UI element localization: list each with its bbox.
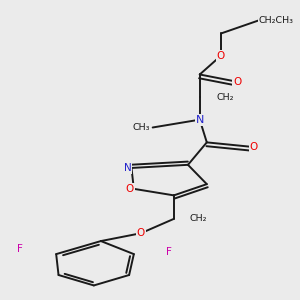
Text: N: N [124,163,131,173]
Text: CH₂: CH₂ [189,214,207,224]
Text: CH₃: CH₃ [132,123,150,132]
Text: O: O [126,184,134,194]
Text: O: O [217,51,225,61]
Text: N: N [196,115,204,125]
Text: O: O [137,228,145,238]
Text: O: O [233,77,242,87]
Text: CH₂: CH₂ [216,93,234,102]
Text: F: F [16,244,22,254]
Text: O: O [250,142,258,152]
Text: F: F [166,247,172,256]
Text: CH₂CH₃: CH₂CH₃ [259,16,294,25]
